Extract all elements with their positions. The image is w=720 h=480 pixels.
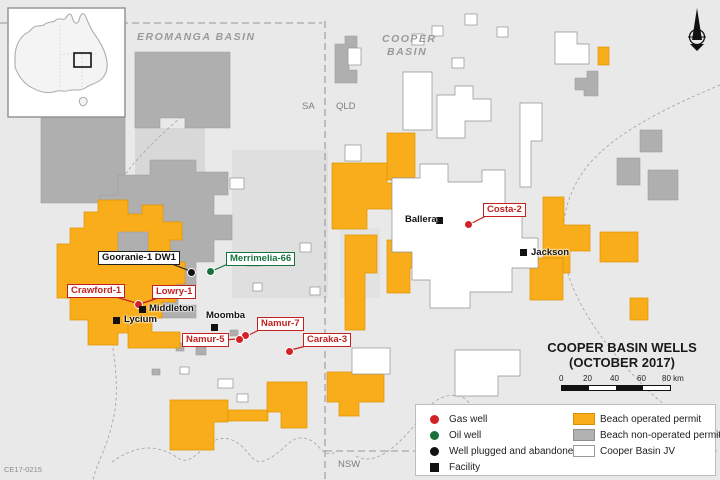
- lycium-facility-square: [113, 317, 120, 324]
- costa-well-label: Costa-2: [483, 203, 526, 217]
- jackson-facility-square: [520, 249, 527, 256]
- legend-label: Gas well: [449, 414, 488, 425]
- moomba-place-label: Moomba: [206, 310, 246, 321]
- moomba-facility-square: [211, 324, 218, 331]
- legend-label: Oil well: [449, 430, 482, 441]
- gooranie-well-dot: [187, 268, 196, 277]
- cooper-basin-label-line2: BASIN: [387, 46, 428, 58]
- gooranie-well-label: Gooranie-1 DW1: [98, 251, 180, 265]
- state-label-qld: QLD: [336, 101, 356, 112]
- ballera-place-label: Ballera: [405, 214, 437, 225]
- legend-label: Beach non-operated permit: [600, 430, 720, 441]
- namur7-well-label: Namur-7: [257, 317, 304, 331]
- lowry-well-label: Lowry-1: [152, 285, 197, 299]
- crawford-well-label: Crawford-1: [67, 284, 126, 298]
- scale-tick-20: 20: [583, 374, 592, 383]
- inset-extent-rectangle: [73, 52, 92, 68]
- figure-code: CE17-0215: [4, 465, 42, 474]
- beach-non-operated-swatch: [573, 429, 595, 441]
- namur5-well-label: Namur-5: [182, 333, 229, 347]
- caraka-well-dot: [285, 347, 294, 356]
- state-label-sa: SA: [302, 101, 315, 112]
- cooper-basin-jv-swatch: [573, 445, 595, 457]
- middleton-place-label: Middleton: [149, 303, 194, 314]
- scale-tick-40: 40: [610, 374, 619, 383]
- namur5-well-dot: [235, 335, 244, 344]
- costa-well-dot: [464, 220, 473, 229]
- merrimelia-well-label: Merrimelia-66: [226, 252, 296, 266]
- legend-label: Well plugged and abandoned: [449, 446, 579, 457]
- scale-tick-0: 0: [559, 374, 564, 383]
- scale-tick-80km: 80 km: [662, 374, 684, 383]
- jackson-place-label: Jackson: [531, 247, 570, 258]
- plugged-well-icon: [430, 447, 439, 456]
- state-border-dashes: [0, 21, 720, 480]
- caraka-well-label: Caraka-3: [303, 333, 352, 347]
- map-title-line1: COOPER BASIN WELLS: [547, 340, 697, 355]
- legend-label: Beach operated permit: [600, 414, 702, 425]
- eromanga-basin-label: EROMANGA BASIN: [137, 31, 256, 43]
- ballera-facility-square: [436, 217, 443, 224]
- map-title: COOPER BASIN WELLS (OCTOBER 2017): [530, 340, 714, 370]
- cooper-basin-jv-polygons: [179, 13, 590, 403]
- scale-bar: 0 20 40 60 80 km: [556, 374, 686, 391]
- middleton-facility-square: [139, 306, 146, 313]
- north-arrow-icon: [688, 8, 706, 51]
- oil-well-icon: [430, 431, 439, 440]
- beach-operated-polygons: [56, 46, 649, 451]
- scale-bar-segments: [561, 385, 671, 391]
- cooper-basin-label-line1: COOPER: [382, 33, 437, 45]
- scale-bar-ticks: 0 20 40 60 80 km: [556, 374, 686, 384]
- state-label-nsw: NSW: [338, 459, 361, 470]
- legend-label: Cooper Basin JV: [600, 446, 676, 457]
- lycium-place-label: Lycium: [124, 314, 157, 325]
- merrimelia-well-dot: [206, 267, 215, 276]
- inset-australia-map: [7, 7, 126, 118]
- legend-label: Facility: [449, 462, 481, 473]
- facility-icon: [430, 463, 439, 472]
- map-title-line2: (OCTOBER 2017): [569, 355, 675, 370]
- gas-well-icon: [430, 415, 439, 424]
- legend-box: Gas well Oil well Well plugged and aband…: [415, 404, 720, 476]
- beach-operated-swatch: [573, 413, 595, 425]
- scale-tick-60: 60: [637, 374, 646, 383]
- crawford-lowry-well-dot: [134, 300, 143, 309]
